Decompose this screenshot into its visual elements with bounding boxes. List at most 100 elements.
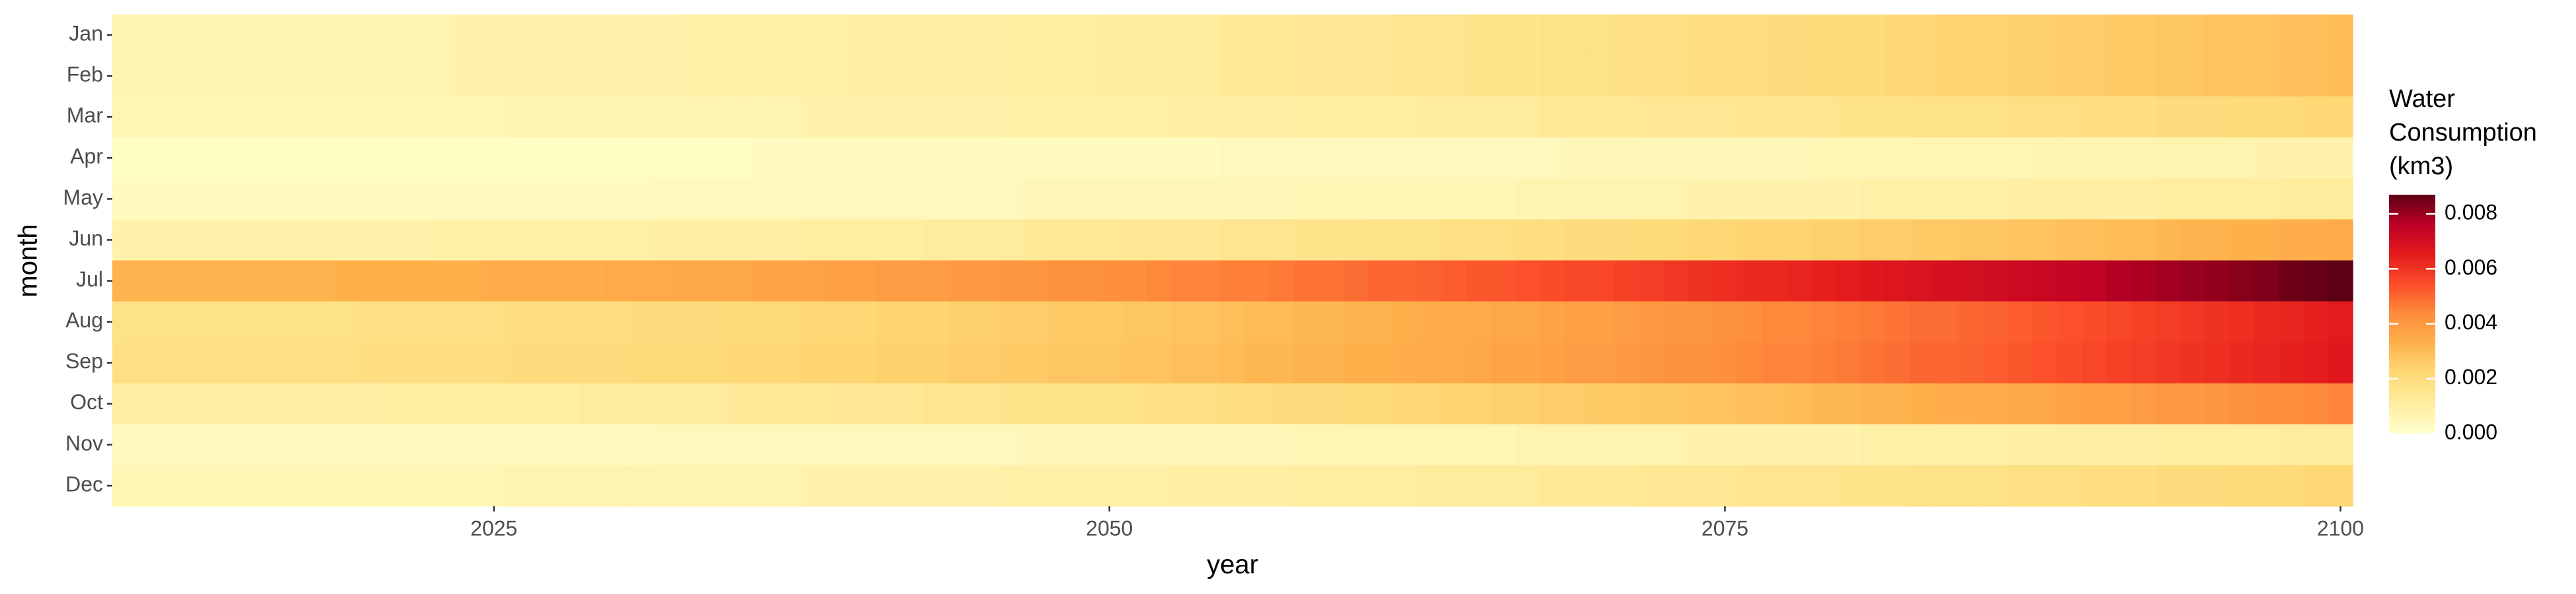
heat-cell bbox=[1244, 96, 1270, 138]
heat-cell bbox=[260, 137, 285, 179]
heat-cell bbox=[260, 424, 285, 466]
x-tick-label: 2100 bbox=[2317, 516, 2364, 540]
heat-cell bbox=[1565, 15, 1591, 56]
heat-cell bbox=[1934, 260, 1960, 302]
heat-cell bbox=[1712, 96, 1738, 138]
heat-cell bbox=[1196, 137, 1221, 179]
heat-cell bbox=[1910, 465, 1935, 507]
heat-cell bbox=[2229, 96, 2255, 138]
heat-cell bbox=[2057, 260, 2083, 302]
heat-cell bbox=[1737, 424, 1763, 466]
heat-cell bbox=[1884, 424, 1910, 466]
heat-cell bbox=[186, 383, 211, 425]
heat-cell bbox=[2328, 260, 2353, 302]
heat-cell bbox=[1810, 15, 1836, 56]
heat-cell bbox=[334, 301, 359, 343]
heat-cell bbox=[1491, 55, 1517, 97]
heat-cell bbox=[900, 15, 925, 56]
heat-cell bbox=[1392, 465, 1418, 507]
heat-cell bbox=[1244, 424, 1270, 466]
heat-cell bbox=[456, 465, 482, 507]
heat-cell bbox=[1860, 301, 1886, 343]
heat-cell bbox=[1294, 383, 1320, 425]
heat-cell bbox=[925, 424, 950, 466]
heat-cell bbox=[2328, 383, 2353, 425]
heat-cell bbox=[137, 55, 162, 97]
heat-cell bbox=[1958, 260, 1984, 302]
heat-cell bbox=[1220, 15, 1246, 56]
heat-cell bbox=[456, 424, 482, 466]
heat-cell bbox=[1392, 178, 1418, 220]
heat-cell bbox=[284, 465, 310, 507]
heat-cell bbox=[1836, 424, 1861, 466]
heat-cell bbox=[555, 465, 581, 507]
heat-cell bbox=[629, 96, 655, 138]
heat-cell bbox=[974, 424, 999, 466]
heat-cell bbox=[752, 465, 778, 507]
heat-cell bbox=[1122, 465, 1147, 507]
heat-cell bbox=[1122, 137, 1147, 179]
heat-cell bbox=[1294, 178, 1320, 220]
heat-cell bbox=[629, 342, 655, 384]
heat-cell bbox=[1515, 260, 1541, 302]
heat-cell bbox=[506, 260, 532, 302]
heat-cell bbox=[1146, 219, 1172, 261]
heat-cell bbox=[186, 15, 211, 56]
heat-cell bbox=[1491, 137, 1517, 179]
heat-cell bbox=[1540, 301, 1565, 343]
heat-cell bbox=[555, 424, 581, 466]
heat-cell bbox=[1466, 137, 1491, 179]
heat-cell bbox=[1786, 424, 1812, 466]
heat-cell bbox=[826, 301, 851, 343]
heat-cell bbox=[1269, 301, 1295, 343]
heat-cell bbox=[284, 55, 310, 97]
heat-cell bbox=[1343, 96, 1369, 138]
heat-cell bbox=[1565, 55, 1591, 97]
heat-cell bbox=[900, 465, 925, 507]
heat-cell bbox=[482, 15, 507, 56]
heat-cell bbox=[1417, 424, 1443, 466]
heat-cell bbox=[654, 137, 679, 179]
heat-cell bbox=[604, 465, 630, 507]
heat-cell bbox=[2008, 15, 2034, 56]
heat-cell bbox=[555, 96, 581, 138]
heat-cell bbox=[974, 342, 999, 384]
heat-cell bbox=[2106, 465, 2132, 507]
heat-cell bbox=[2032, 260, 2058, 302]
heat-cell bbox=[801, 301, 827, 343]
heat-cell bbox=[1589, 424, 1615, 466]
heat-cell bbox=[974, 465, 999, 507]
heat-cell bbox=[654, 96, 679, 138]
heat-cell bbox=[851, 219, 877, 261]
heat-cell bbox=[604, 178, 630, 220]
heat-cell bbox=[949, 55, 975, 97]
heat-cell bbox=[925, 301, 950, 343]
heat-cell bbox=[826, 137, 851, 179]
heat-cell bbox=[826, 178, 851, 220]
heat-cell bbox=[2328, 219, 2353, 261]
heat-cell bbox=[727, 96, 753, 138]
heat-cell bbox=[1910, 383, 1935, 425]
heat-cell bbox=[1589, 137, 1615, 179]
heat-cell bbox=[654, 15, 679, 56]
heat-cell bbox=[2131, 342, 2157, 384]
heat-cell bbox=[1614, 137, 1639, 179]
heat-cell bbox=[678, 424, 704, 466]
heat-cell bbox=[1072, 219, 1098, 261]
heat-cell bbox=[2303, 383, 2329, 425]
heat-cell bbox=[112, 137, 137, 179]
heat-cell bbox=[2106, 424, 2132, 466]
heat-cell bbox=[2081, 465, 2107, 507]
heat-cell bbox=[2229, 342, 2255, 384]
heat-cell bbox=[2279, 15, 2305, 56]
heat-cell bbox=[1318, 55, 1344, 97]
heat-cell bbox=[482, 137, 507, 179]
heat-cell bbox=[1491, 15, 1517, 56]
heat-cell bbox=[1860, 342, 1886, 384]
heat-cell bbox=[2254, 383, 2279, 425]
heat-cell bbox=[2032, 424, 2058, 466]
heat-cell bbox=[1762, 383, 1787, 425]
heat-cell bbox=[186, 137, 211, 179]
heat-cell bbox=[703, 424, 729, 466]
heat-cell bbox=[482, 219, 507, 261]
